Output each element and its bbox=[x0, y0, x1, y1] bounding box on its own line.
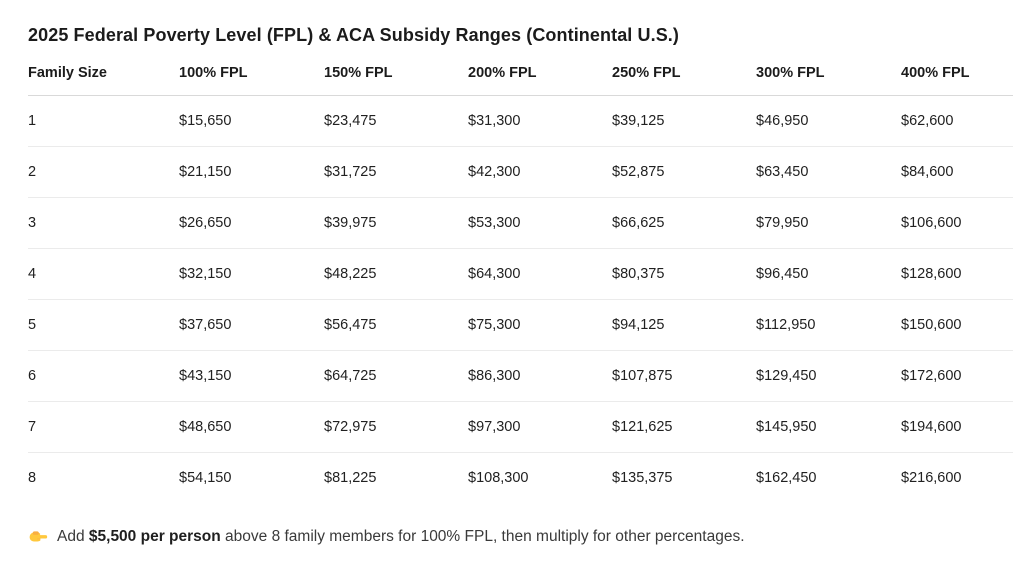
table-row: 1 $15,650 $23,475 $31,300 $39,125 $46,950 $62,… bbox=[28, 95, 1013, 147]
footnote-prefix: Add bbox=[57, 528, 89, 545]
table-row: 2 $21,150 $31,725 $42,300 $52,875 $63,450 $84,… bbox=[28, 146, 1013, 198]
fpl-value-cell: $53,300 bbox=[468, 197, 612, 249]
table-row: 3 $26,650 $39,975 $53,300 $66,625 $79,950 $106… bbox=[28, 197, 1013, 249]
fpl-value-cell: $112,950 bbox=[756, 299, 901, 351]
footnote-bold: $5,500 per person bbox=[88, 528, 221, 545]
fpl-value-cell: $86,300 bbox=[468, 350, 612, 402]
table-row: 4 $32,150 $48,225 $64,300 $80,375 $96,450 $128… bbox=[28, 248, 1013, 300]
page-title: 2025 Federal Poverty Level (FPL) & ACA S… bbox=[28, 25, 680, 45]
column-header-200-fpl: 200% FPL bbox=[468, 53, 612, 96]
footnote: Add $5,500 per person above 8 family mem… bbox=[28, 527, 1013, 547]
fpl-table: Family Size 100% FPL 150% FPL 200% FPL 250% … bbox=[28, 53, 1013, 503]
pointing-right-icon bbox=[28, 527, 48, 547]
fpl-value-cell: $32,150 bbox=[179, 248, 324, 300]
family-size-cell: 8 bbox=[28, 470, 37, 486]
fpl-value-cell: $39,975 bbox=[324, 197, 468, 249]
fpl-value-cell: $31,725 bbox=[324, 146, 468, 198]
family-size-cell: 1 bbox=[28, 95, 179, 147]
fpl-value-cell: $194,600 bbox=[901, 401, 1013, 453]
fpl-value-cell: $64,725 bbox=[324, 350, 468, 402]
fpl-value-cell: $23,475 bbox=[324, 95, 468, 147]
fpl-value-cell: $97,300 bbox=[468, 401, 612, 453]
column-header-family-size: Family Size bbox=[28, 53, 179, 96]
fpl-value-cell: $172,600 bbox=[901, 350, 1013, 402]
fpl-value-cell: $81,225 bbox=[324, 470, 377, 486]
table-row: 6 $43,150 $64,725 $86,300 $107,875 $129,450 $1… bbox=[28, 350, 1013, 402]
family-size-cell: 2 bbox=[28, 146, 179, 198]
fpl-value-cell: $66,625 bbox=[612, 197, 756, 249]
family-size-cell: 6 bbox=[28, 350, 179, 402]
fpl-value-cell: $79,950 bbox=[756, 197, 901, 249]
fpl-value-cell: $64,300 bbox=[468, 248, 612, 300]
table-row: 8 $54,150 $81,225 $108,300 $135,375 $162,450 $… bbox=[28, 453, 1013, 504]
fpl-value-cell: $26,650 bbox=[179, 197, 324, 249]
fpl-value-cell: $145,950 bbox=[756, 401, 901, 453]
header-row: Family Size 100% FPL 150% FPL 200% FPL 250% … bbox=[28, 53, 1013, 96]
column-header-100-fpl: 100% FPL bbox=[179, 53, 324, 96]
fpl-value-cell: $107,875 bbox=[612, 350, 756, 402]
fpl-value-cell: $150,600 bbox=[901, 299, 1013, 351]
fpl-value-cell: $31,300 bbox=[468, 95, 612, 147]
family-size-cell: 7 bbox=[28, 401, 179, 453]
fpl-value-cell: $48,225 bbox=[324, 248, 468, 300]
table-body: 1 $15,650 $23,475 $31,300 $39,125 $46,950 $62,… bbox=[28, 95, 1013, 504]
table-row: 5 $37,650 $56,475 $75,300 $94,125 $112,950 $15… bbox=[28, 299, 1013, 351]
fpl-value-cell: $106,600 bbox=[901, 197, 1013, 249]
fpl-value-cell: $62,600 bbox=[901, 95, 1013, 147]
fpl-value-cell: $42,300 bbox=[468, 146, 612, 198]
footnote-suffix: above 8 family members for 100% FPL, the… bbox=[220, 528, 745, 545]
footnote-text: Add $5,500 per person above 8 family mem… bbox=[57, 527, 745, 547]
family-size-cell: 3 bbox=[28, 197, 179, 249]
fpl-value-cell: $21,150 bbox=[179, 146, 324, 198]
fpl-value-cell: $80,375 bbox=[612, 248, 756, 300]
fpl-value-cell: $94,125 bbox=[612, 299, 756, 351]
fpl-value-cell: $135,375 bbox=[612, 470, 673, 486]
fpl-value-cell: $54,150 bbox=[179, 470, 232, 486]
fpl-value-cell: $75,300 bbox=[468, 299, 612, 351]
fpl-value-cell: $128,600 bbox=[901, 248, 1013, 300]
fpl-value-cell: $216,600 bbox=[901, 470, 962, 486]
fpl-value-cell: $43,150 bbox=[179, 350, 324, 402]
family-size-cell: 4 bbox=[28, 248, 179, 300]
fpl-value-cell: $39,125 bbox=[612, 95, 756, 147]
fpl-value-cell: $15,650 bbox=[179, 95, 324, 147]
fpl-value-cell: $162,450 bbox=[756, 470, 817, 486]
fpl-value-cell: $63,450 bbox=[756, 146, 901, 198]
family-size-cell: 5 bbox=[28, 299, 179, 351]
fpl-value-cell: $56,475 bbox=[324, 299, 468, 351]
fpl-value-cell: $121,625 bbox=[612, 401, 756, 453]
fpl-value-cell: $72,975 bbox=[324, 401, 468, 453]
fpl-value-cell: $96,450 bbox=[756, 248, 901, 300]
fpl-value-cell: $84,600 bbox=[901, 146, 1013, 198]
fpl-value-cell: $48,650 bbox=[179, 401, 324, 453]
table-row: 7 $48,650 $72,975 $97,300 $121,625 $145,950 $1… bbox=[28, 401, 1013, 453]
column-header-400-fpl: 400% FPL bbox=[901, 53, 1013, 96]
column-header-250-fpl: 250% FPL bbox=[612, 53, 756, 96]
column-header-300-fpl: 300% FPL bbox=[756, 53, 901, 96]
fpl-value-cell: $129,450 bbox=[756, 350, 901, 402]
fpl-value-cell: $52,875 bbox=[612, 146, 756, 198]
fpl-value-cell: $37,650 bbox=[179, 299, 324, 351]
column-header-150-fpl: 150% FPL bbox=[324, 53, 468, 96]
fpl-value-cell: $46,950 bbox=[756, 95, 901, 147]
fpl-value-cell: $108,300 bbox=[468, 470, 529, 486]
